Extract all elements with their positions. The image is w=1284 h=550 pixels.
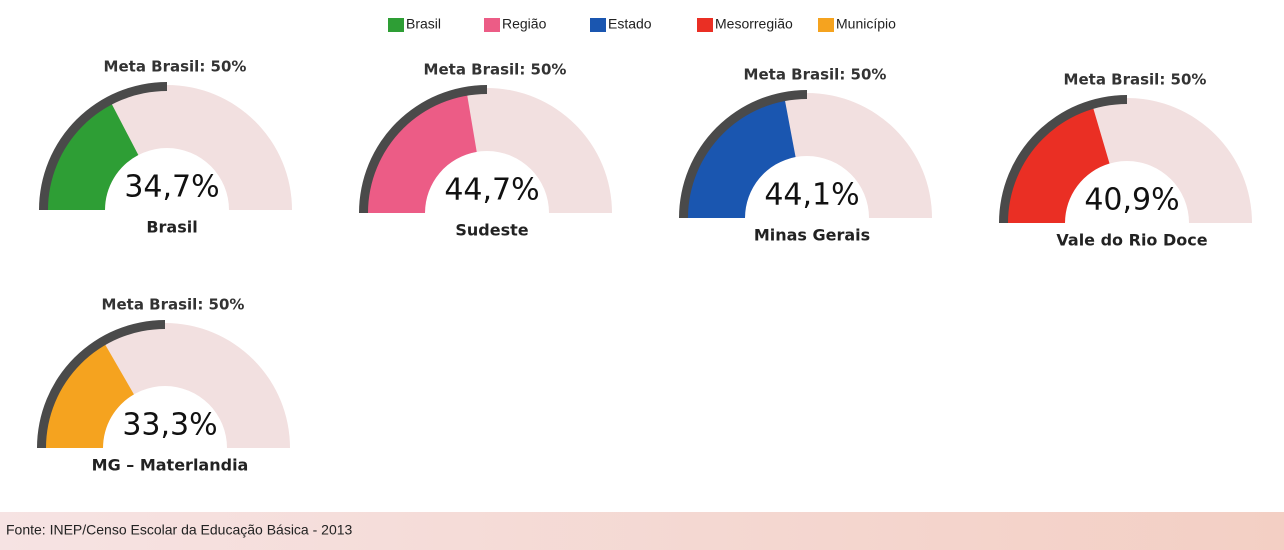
gauge-value xyxy=(362,89,477,213)
target-label: Meta Brasil: 50% xyxy=(424,61,567,79)
legend-swatch xyxy=(818,18,834,32)
legend-swatch xyxy=(484,18,500,32)
legend-label: Estado xyxy=(608,16,652,32)
value-label: 33,3% xyxy=(122,408,217,443)
value-label: 34,7% xyxy=(124,170,219,205)
gauge-label: Brasil xyxy=(146,218,197,237)
footer-band xyxy=(0,512,1284,550)
legend-label: Mesorregião xyxy=(715,16,793,32)
value-label: 44,1% xyxy=(764,178,859,213)
value-label: 44,7% xyxy=(444,173,539,208)
source: Fonte: INEP/Censo Escolar da Educação Bá… xyxy=(6,522,353,538)
gauge-target xyxy=(37,320,165,448)
gauge-target xyxy=(39,82,167,210)
value-label: 40,9% xyxy=(1084,183,1179,218)
gauge-label: MG – Materlandia xyxy=(92,456,249,475)
legend-swatch xyxy=(388,18,404,32)
target-label: Meta Brasil: 50% xyxy=(744,66,887,84)
gauge-value xyxy=(1002,103,1110,223)
legend-swatch xyxy=(590,18,606,32)
gauge-label: Vale do Rio Doce xyxy=(1056,231,1207,250)
gauge-value xyxy=(40,339,134,448)
gauge-value xyxy=(42,99,139,210)
gauge-label: Minas Gerais xyxy=(754,226,870,245)
gauge-target xyxy=(359,85,487,213)
legend-label: Região xyxy=(502,16,547,32)
gauge-label: Sudeste xyxy=(455,221,528,240)
target-label: Meta Brasil: 50% xyxy=(104,58,247,76)
gauge-target xyxy=(679,90,807,218)
legend-label: Município xyxy=(836,16,896,32)
gauge-target xyxy=(999,95,1127,223)
gauge-value xyxy=(682,95,796,218)
legend-swatch xyxy=(697,18,713,32)
legend-label: Brasil xyxy=(406,16,441,32)
target-label: Meta Brasil: 50% xyxy=(102,296,245,314)
target-label: Meta Brasil: 50% xyxy=(1064,71,1207,89)
